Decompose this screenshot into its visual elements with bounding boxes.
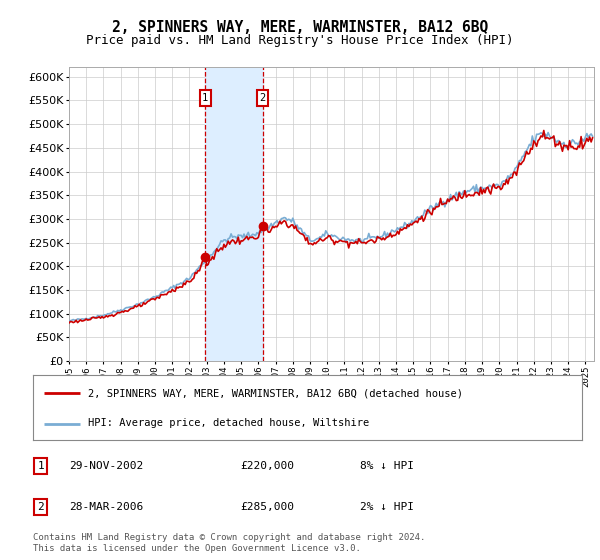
Text: Contains HM Land Registry data © Crown copyright and database right 2024.
This d: Contains HM Land Registry data © Crown c… (33, 533, 425, 553)
Text: Price paid vs. HM Land Registry's House Price Index (HPI): Price paid vs. HM Land Registry's House … (86, 34, 514, 46)
Text: 2: 2 (260, 93, 266, 103)
Text: 28-MAR-2006: 28-MAR-2006 (69, 502, 143, 512)
Text: 29-NOV-2002: 29-NOV-2002 (69, 461, 143, 471)
Text: 1: 1 (202, 93, 208, 103)
Text: 8% ↓ HPI: 8% ↓ HPI (360, 461, 414, 471)
Text: 2, SPINNERS WAY, MERE, WARMINSTER, BA12 6BQ (detached house): 2, SPINNERS WAY, MERE, WARMINSTER, BA12 … (88, 388, 463, 398)
Text: 2% ↓ HPI: 2% ↓ HPI (360, 502, 414, 512)
Text: 1: 1 (37, 461, 44, 471)
Text: 2, SPINNERS WAY, MERE, WARMINSTER, BA12 6BQ: 2, SPINNERS WAY, MERE, WARMINSTER, BA12 … (112, 20, 488, 35)
Text: £220,000: £220,000 (240, 461, 294, 471)
Bar (205, 67, 263, 361)
Text: 2: 2 (37, 502, 44, 512)
Text: £285,000: £285,000 (240, 502, 294, 512)
Text: HPI: Average price, detached house, Wiltshire: HPI: Average price, detached house, Wilt… (88, 418, 369, 428)
